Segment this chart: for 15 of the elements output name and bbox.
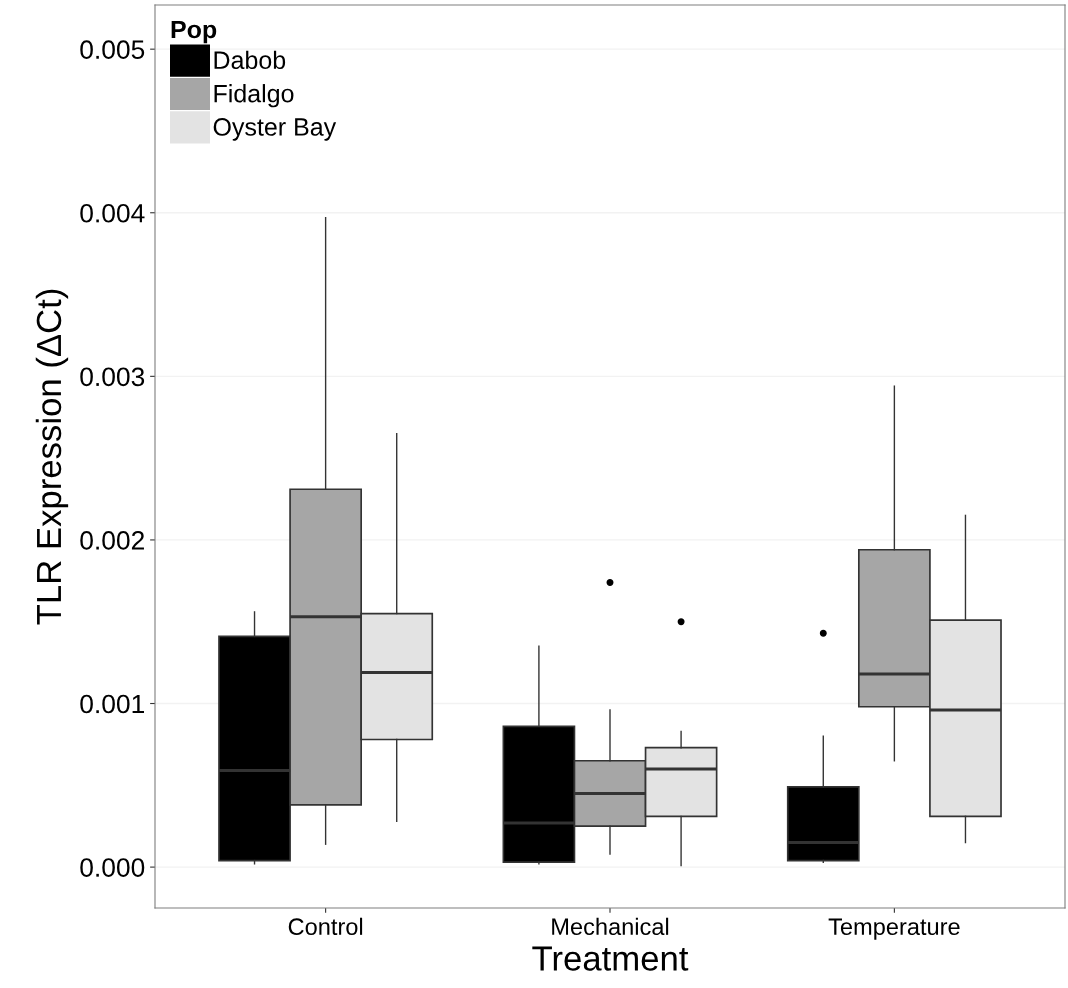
y-tick-label: 0.000 — [80, 858, 145, 877]
legend-label: Fidalgo — [214, 84, 294, 108]
x-tick-label: Control — [288, 917, 363, 936]
y-tick-label: 0.002 — [80, 531, 144, 550]
legend-title: Pop — [171, 20, 217, 44]
x-tick-label: Mechanical — [552, 917, 669, 936]
y-tick-label: 0.001 — [80, 694, 144, 714]
y-tick-label: 0.003 — [80, 367, 145, 387]
y-tick-label: 0.004 — [80, 203, 145, 223]
y-tick-label: 0.005 — [80, 40, 145, 59]
y-axis-title: TLR Expression (ΔCt) — [35, 289, 69, 625]
x-axis-title: Treatment — [532, 946, 689, 971]
legend-label: Dabob — [214, 50, 286, 70]
legend-label: Oyster Bay — [213, 118, 337, 141]
x-tick-label: Temperature — [828, 918, 960, 940]
